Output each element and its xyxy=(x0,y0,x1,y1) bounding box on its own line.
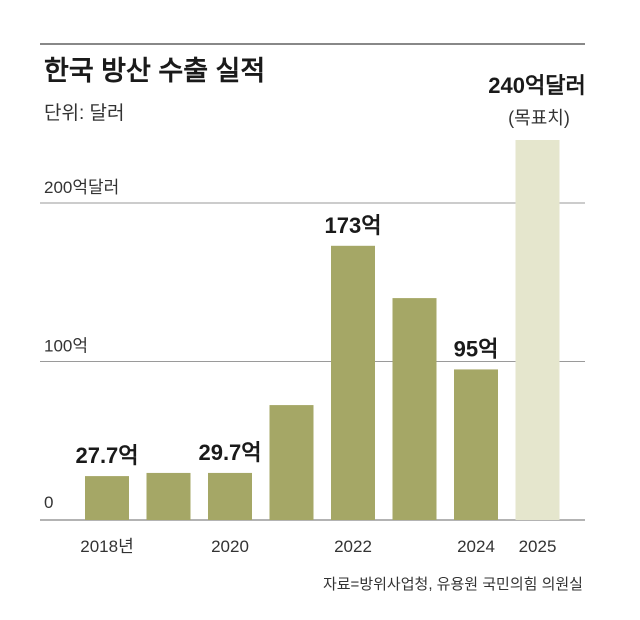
bar-2023 xyxy=(392,298,437,520)
bar-2021 xyxy=(269,405,314,520)
x-axis-ticks: 2018년 2020 2022 2024 2025 xyxy=(80,537,556,556)
source-note: 자료=방위사업청, 유용원 국민의힘 의원실 xyxy=(323,576,583,593)
x-tick-label-2018: 2018년 xyxy=(80,537,133,556)
chart-title: 한국 방산 수출 실적 xyxy=(44,56,265,86)
x-tick-label-2020: 2020 xyxy=(211,537,249,556)
x-tick-label-2025: 2025 xyxy=(519,537,557,556)
y-tick-label: 200억달러 xyxy=(44,178,119,197)
data-label-2024: 95억 xyxy=(454,336,499,361)
y-tick-label: 0 xyxy=(44,493,53,512)
target-label: 240억달러 xyxy=(488,73,585,98)
data-label-2022: 173억 xyxy=(325,213,382,238)
target-sublabel: (목표치) xyxy=(508,108,570,128)
gridlines: 0 100억 200억달러 xyxy=(40,178,585,521)
target-bar-2025 xyxy=(515,140,560,520)
bar-2022 xyxy=(331,245,375,521)
data-label-2020: 29.7억 xyxy=(198,440,261,465)
bar-2020 xyxy=(208,472,252,520)
bars xyxy=(85,140,560,521)
data-label-2018: 27.7억 xyxy=(75,443,138,468)
x-tick-label-2024: 2024 xyxy=(457,537,495,556)
bar-2024 xyxy=(454,369,498,520)
data-labels: 27.7억 29.7억 173억 95억 xyxy=(75,213,498,468)
x-tick-label-2022: 2022 xyxy=(334,537,372,556)
y-tick-label: 100억 xyxy=(44,337,88,356)
bar-2019 xyxy=(146,472,191,520)
bar-2018 xyxy=(85,476,129,520)
unit-label: 단위: 달러 xyxy=(44,102,124,124)
